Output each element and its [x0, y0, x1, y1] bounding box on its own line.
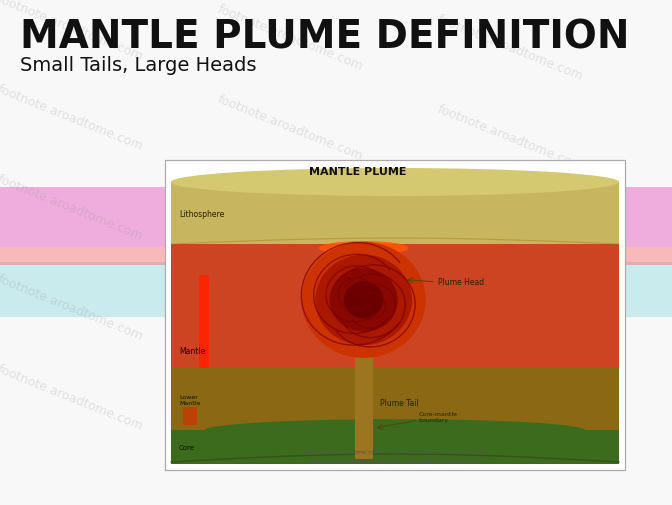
Bar [183, 408, 197, 425]
Bar [171, 183, 619, 244]
Ellipse shape [315, 255, 412, 345]
Bar [165, 161, 625, 470]
Text: footnote.aroadtome.com: footnote.aroadtome.com [0, 83, 144, 153]
Text: footnote.aroadtome.com: footnote.aroadtome.com [435, 192, 585, 263]
Bar [0, 263, 672, 317]
Text: Small Tails, Large Heads: Small Tails, Large Heads [20, 56, 257, 75]
Ellipse shape [302, 242, 425, 358]
Bar [171, 368, 619, 430]
Text: MANTLE PLUME: MANTLE PLUME [309, 167, 407, 177]
Text: footnote.aroadtome.com: footnote.aroadtome.com [215, 92, 365, 163]
Text: footnote.aroadtome.com - http://aroadtome.com/img/TRG: footnote.aroadtome.com - http://aroadtom… [303, 449, 487, 454]
Bar [0, 188, 672, 247]
Ellipse shape [329, 269, 398, 332]
Text: footnote.aroadtome.com: footnote.aroadtome.com [215, 3, 365, 73]
Text: Mantle: Mantle [179, 346, 205, 355]
Text: footnote.aroadtome.com: footnote.aroadtome.com [215, 182, 365, 252]
Text: Core-mantle
boundary: Core-mantle boundary [419, 411, 458, 422]
Text: footnote.aroadtome.com: footnote.aroadtome.com [215, 282, 365, 352]
Bar [199, 276, 209, 368]
Text: footnote.aroadtome.com: footnote.aroadtome.com [435, 103, 585, 173]
Bar [165, 161, 625, 470]
Text: footnote.aroadtome.com: footnote.aroadtome.com [0, 362, 144, 432]
Text: footnote.aroadtome.com: footnote.aroadtome.com [0, 272, 144, 342]
Text: Plume Tail: Plume Tail [380, 398, 419, 407]
Text: Lithosphere: Lithosphere [179, 209, 224, 218]
Text: footnote.aroadtome.com: footnote.aroadtome.com [435, 292, 585, 363]
Ellipse shape [171, 169, 619, 196]
Ellipse shape [204, 419, 585, 441]
Text: footnote.aroadtome.com: footnote.aroadtome.com [0, 0, 144, 63]
Text: Why mantle plumes became a geological controversy: Why mantle plumes became a geological co… [310, 459, 480, 464]
Text: Core: Core [179, 444, 195, 450]
Ellipse shape [344, 282, 384, 319]
Bar [355, 244, 373, 459]
Text: MANTLE PLUME DEFINITION: MANTLE PLUME DEFINITION [20, 18, 630, 56]
Text: Plume Head: Plume Head [437, 278, 484, 287]
Ellipse shape [319, 241, 409, 256]
Text: footnote.aroadtome.com: footnote.aroadtome.com [435, 13, 585, 83]
Text: Lower
Mantle: Lower Mantle [179, 394, 200, 405]
Bar [0, 247, 672, 266]
Text: footnote.aroadtome.com: footnote.aroadtome.com [215, 372, 365, 442]
Bar [171, 430, 619, 464]
Text: footnote.aroadtome.com: footnote.aroadtome.com [0, 172, 144, 243]
Bar [171, 244, 619, 368]
